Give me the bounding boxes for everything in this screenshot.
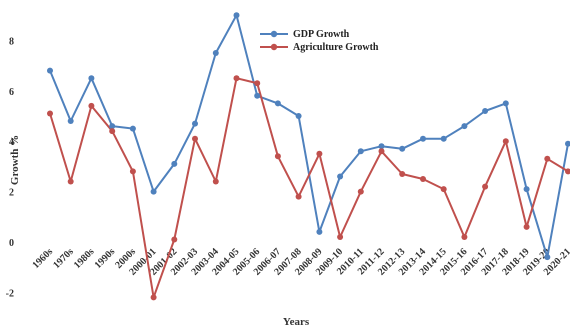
data-point-agriculture-growth — [440, 186, 447, 193]
data-point-gdp-growth — [544, 254, 551, 261]
data-point-gdp-growth — [233, 12, 240, 19]
data-point-gdp-growth — [565, 140, 570, 147]
data-point-gdp-growth — [212, 50, 219, 56]
data-point-gdp-growth — [254, 92, 261, 99]
legend: GDP Growth Agriculture Growth — [260, 29, 379, 53]
data-point-agriculture-growth — [502, 138, 509, 145]
data-point-gdp-growth — [109, 123, 116, 130]
data-point-agriculture-growth — [109, 128, 116, 135]
y-axis-label-group: Growth % — [9, 135, 21, 185]
data-point-agriculture-growth — [171, 236, 178, 243]
y-tick-label: 4 — [9, 137, 14, 148]
x-ticks: 1960s1970s1980s1990s2000s2000-012001-022… — [30, 246, 570, 277]
data-point-gdp-growth — [461, 123, 468, 130]
data-point-gdp-growth — [316, 228, 323, 235]
legend-marker-gdp — [270, 30, 278, 38]
data-point-agriculture-growth — [129, 168, 136, 175]
data-point-agriculture-growth — [544, 155, 551, 162]
data-point-agriculture-growth — [150, 294, 157, 301]
data-point-gdp-growth — [129, 125, 136, 132]
x-tick-label: 1990s — [93, 246, 118, 271]
x-tick-label: 1970s — [51, 246, 76, 271]
data-point-gdp-growth — [337, 173, 344, 180]
data-point-agriculture-growth — [378, 148, 385, 155]
data-point-gdp-growth — [171, 160, 178, 167]
legend-item-agriculture: Agriculture Growth — [260, 42, 379, 53]
x-tick-label: 1960s — [30, 246, 55, 271]
series-layer — [47, 12, 570, 301]
data-point-gdp-growth — [47, 67, 53, 74]
data-point-gdp-growth — [357, 148, 364, 155]
y-tick-label: -2 — [6, 288, 14, 299]
y-tick-label: 8 — [9, 36, 14, 47]
data-point-agriculture-growth — [399, 171, 406, 177]
y-tick-label: 0 — [9, 238, 14, 249]
data-point-gdp-growth — [420, 135, 426, 142]
data-point-agriculture-growth — [482, 183, 489, 190]
data-point-gdp-growth — [295, 113, 302, 119]
data-point-agriculture-growth — [212, 178, 219, 185]
data-point-agriculture-growth — [192, 135, 198, 142]
legend-label-agriculture: Agriculture Growth — [293, 42, 379, 53]
data-point-agriculture-growth — [233, 75, 240, 82]
series-line-agriculture-growth — [49, 77, 569, 299]
legend-item-gdp: GDP Growth — [260, 29, 350, 40]
data-point-agriculture-growth — [565, 168, 570, 175]
data-point-gdp-growth — [150, 188, 157, 195]
data-point-gdp-growth — [192, 120, 198, 127]
x-tick-label: 1980s — [72, 246, 97, 271]
legend-marker-agriculture — [270, 43, 278, 51]
data-point-agriculture-growth — [47, 110, 53, 117]
data-point-agriculture-growth — [254, 80, 261, 87]
data-point-agriculture-growth — [523, 223, 530, 230]
data-point-agriculture-growth — [357, 188, 364, 195]
data-point-agriculture-growth — [67, 178, 74, 185]
y-axis-label: Growth % — [9, 135, 21, 185]
y-ticks: -2 0 2 4 6 8 — [6, 36, 14, 299]
data-point-gdp-growth — [67, 118, 74, 124]
y-tick-label: 6 — [9, 87, 14, 98]
legend-label-gdp: GDP Growth — [293, 29, 350, 40]
data-point-gdp-growth — [523, 186, 530, 193]
data-point-agriculture-growth — [461, 234, 468, 240]
data-point-gdp-growth — [378, 143, 385, 150]
data-point-agriculture-growth — [88, 102, 95, 109]
data-point-gdp-growth — [88, 75, 95, 82]
data-point-agriculture-growth — [316, 150, 323, 157]
y-tick-label: 2 — [9, 188, 14, 199]
data-point-gdp-growth — [502, 100, 509, 107]
data-point-agriculture-growth — [337, 234, 344, 240]
data-point-agriculture-growth — [274, 153, 281, 160]
data-point-gdp-growth — [399, 145, 406, 152]
data-point-agriculture-growth — [420, 176, 426, 182]
data-point-gdp-growth — [440, 135, 447, 142]
data-point-gdp-growth — [482, 108, 489, 114]
data-point-agriculture-growth — [295, 193, 302, 200]
data-point-gdp-growth — [274, 100, 281, 107]
x-axis-label: Years — [283, 316, 310, 328]
